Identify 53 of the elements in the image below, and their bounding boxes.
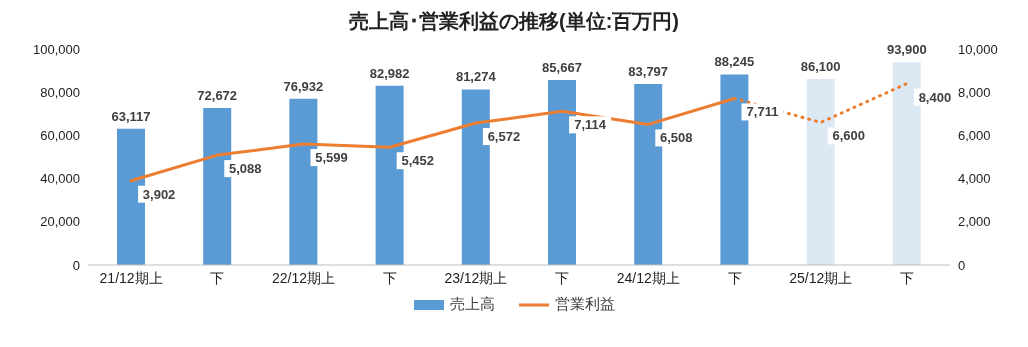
data-label: 5,599 [315,150,348,166]
x-tick-label: 下 [555,269,570,286]
bar [375,85,404,265]
data-label: 86,100 [800,59,841,75]
y-tick-label: 80,000 [40,84,80,100]
chart-title: 売上高･営業利益の推移(単位:百万円) [348,9,680,34]
bar [289,98,318,265]
y2-tick-label: 0 [958,257,966,273]
legend-label: 営業利益 [554,295,615,314]
y2-tick-label: 6,000 [958,128,991,144]
x-tick-label: 23/12期上 [444,269,508,286]
bar [806,79,835,265]
data-label: 5,088 [229,161,262,177]
y2-tick-label: 2,000 [958,214,991,230]
x-tick-label: 24/12期上 [616,269,680,286]
y-tick-label: 0 [72,257,80,273]
data-label: 85,667 [542,59,582,75]
data-label: 93,900 [886,42,927,58]
data-label: 3,902 [142,186,176,202]
x-tick-label: 25/12期上 [789,269,853,286]
x-tick-label: 22/12期上 [271,269,336,286]
bar [892,62,921,265]
x-tick-label: 下 [382,269,397,286]
data-label: 83,797 [628,64,669,79]
data-label: 7,711 [746,104,779,120]
data-label: 76,932 [283,78,324,94]
data-label: 82,982 [369,65,410,81]
bar [548,79,576,265]
x-tick-label: 下 [210,269,225,286]
x-tick-label: 21/12期上 [99,269,163,286]
data-label: 6,508 [660,130,693,146]
data-label: 6,572 [487,129,521,145]
y2-tick-label: 10,000 [958,41,998,57]
bar [117,128,145,265]
y-tick-label: 20,000 [40,214,80,230]
y2-tick-label: 4,000 [958,171,991,187]
data-label: 81,274 [455,69,497,85]
bar [461,89,490,265]
data-label: 72,672 [197,88,238,104]
y2-tick-label: 8,000 [958,84,991,100]
y-tick-label: 60,000 [40,128,80,144]
legend-label: 売上高 [449,295,495,314]
data-label: 8,400 [918,89,952,105]
data-label: 6,600 [832,128,865,144]
y-tick-label: 100,000 [33,41,80,57]
x-tick-label: 下 [899,269,914,286]
data-label: 88,245 [714,54,755,70]
x-tick-label: 下 [727,269,742,286]
data-label: 63,117 [111,108,151,124]
data-label: 7,114 [574,117,607,133]
bar [720,74,749,265]
y-tick-label: 40,000 [40,171,80,187]
data-label: 5,452 [401,153,434,169]
